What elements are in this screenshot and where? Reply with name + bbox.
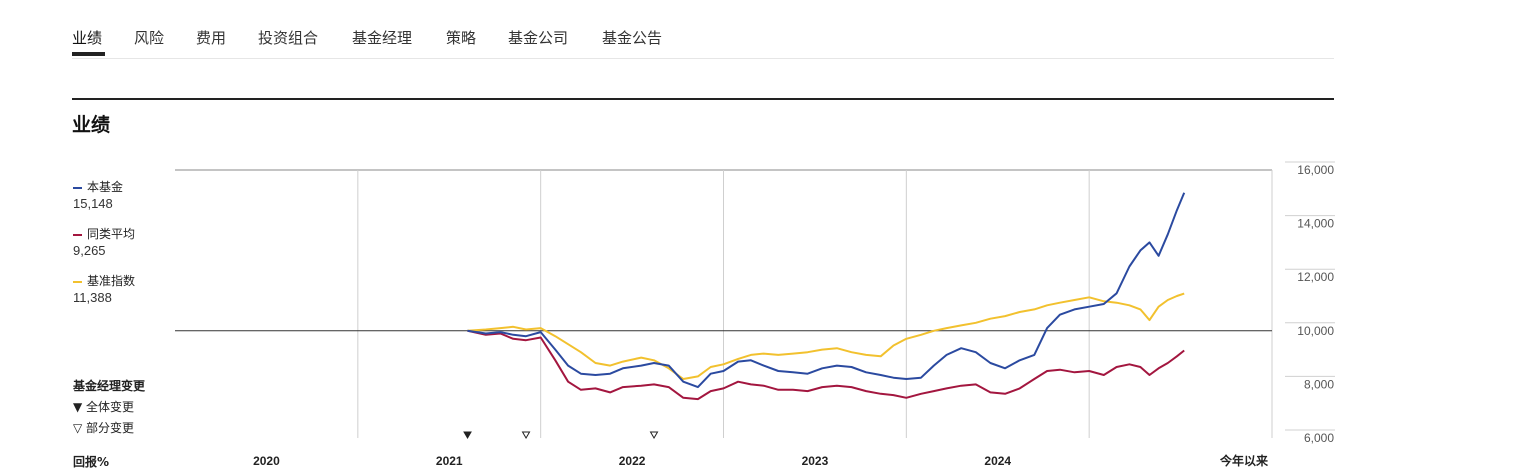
legend-label-fund: 本基金 xyxy=(87,180,124,194)
series-line-fund xyxy=(467,192,1186,389)
legend-value-benchmark: 11,388 xyxy=(73,290,112,305)
legend-swatch-category-average xyxy=(73,233,82,236)
x-tick-label: 2020 xyxy=(253,454,280,468)
manager-change-full-label: ▼ 全体变更 xyxy=(73,400,135,414)
tab-portfolio[interactable]: 投资组合 xyxy=(258,29,319,47)
manager-change-markers xyxy=(463,431,659,439)
x-tick-label: 2023 xyxy=(802,454,829,468)
legend-item-category-average: 同类平均 xyxy=(73,225,135,242)
legend-label-benchmark: 基准指数 xyxy=(87,274,136,288)
manager-change-partial-marker xyxy=(521,431,531,439)
y-tick-label: 16,000 xyxy=(1297,163,1334,177)
tab-fund-manager[interactable]: 基金经理 xyxy=(352,29,413,47)
tab-fund-announcements[interactable]: 基金公告 xyxy=(602,29,663,47)
active-tab-indicator xyxy=(72,52,105,56)
section-title: 业绩 xyxy=(72,114,111,136)
legend-swatch-fund xyxy=(73,186,82,189)
tab-risk[interactable]: 风险 xyxy=(134,29,165,47)
tab-strategy[interactable]: 策略 xyxy=(446,29,477,47)
legend-item-benchmark: 基准指数 xyxy=(73,272,135,289)
x-tick-label: 今年以来 xyxy=(1219,453,1269,468)
y-tick-label: 12,000 xyxy=(1297,270,1334,284)
legend-item-fund: 本基金 xyxy=(73,178,123,195)
y-tick-label: 14,000 xyxy=(1297,217,1334,231)
manager-change-partial-label: ▽ 部分变更 xyxy=(73,421,135,435)
chart-axes: 2020 2021 2022 2023 2024 今年以来 16,000 14,000 12,0… xyxy=(253,161,1335,468)
x-tick-label: 2021 xyxy=(436,454,463,468)
manager-change-full-marker xyxy=(463,431,472,439)
chart-grid xyxy=(175,169,1273,438)
returns-label: 回报% xyxy=(73,455,110,469)
legend-swatch-benchmark xyxy=(73,280,82,283)
series-line-benchmark xyxy=(467,292,1185,380)
x-tick-label: 2024 xyxy=(984,454,1011,468)
tab-fees[interactable]: 费用 xyxy=(196,29,227,47)
legend-value-category-average: 9,265 xyxy=(73,243,106,258)
legend-label-category-average: 同类平均 xyxy=(87,227,136,241)
series-line-category-average xyxy=(467,329,1185,401)
tab-bar: 业绩 风险 费用 投资组合 基金经理 策略 基金公司 基金公告 xyxy=(72,0,1334,59)
legend-value-fund: 15,148 xyxy=(73,196,113,211)
manager-change-partial-marker xyxy=(649,431,659,439)
section-divider xyxy=(72,98,1334,100)
y-tick-label: 10,000 xyxy=(1297,324,1334,338)
manager-change-title: 基金经理变更 xyxy=(73,379,146,393)
chart-series xyxy=(467,192,1186,401)
tab-performance[interactable]: 业绩 xyxy=(72,29,103,47)
tab-fund-company[interactable]: 基金公司 xyxy=(508,29,569,47)
y-tick-label: 8,000 xyxy=(1304,377,1334,391)
y-tick-label: 6,000 xyxy=(1304,431,1334,445)
x-tick-label: 2022 xyxy=(619,454,646,468)
